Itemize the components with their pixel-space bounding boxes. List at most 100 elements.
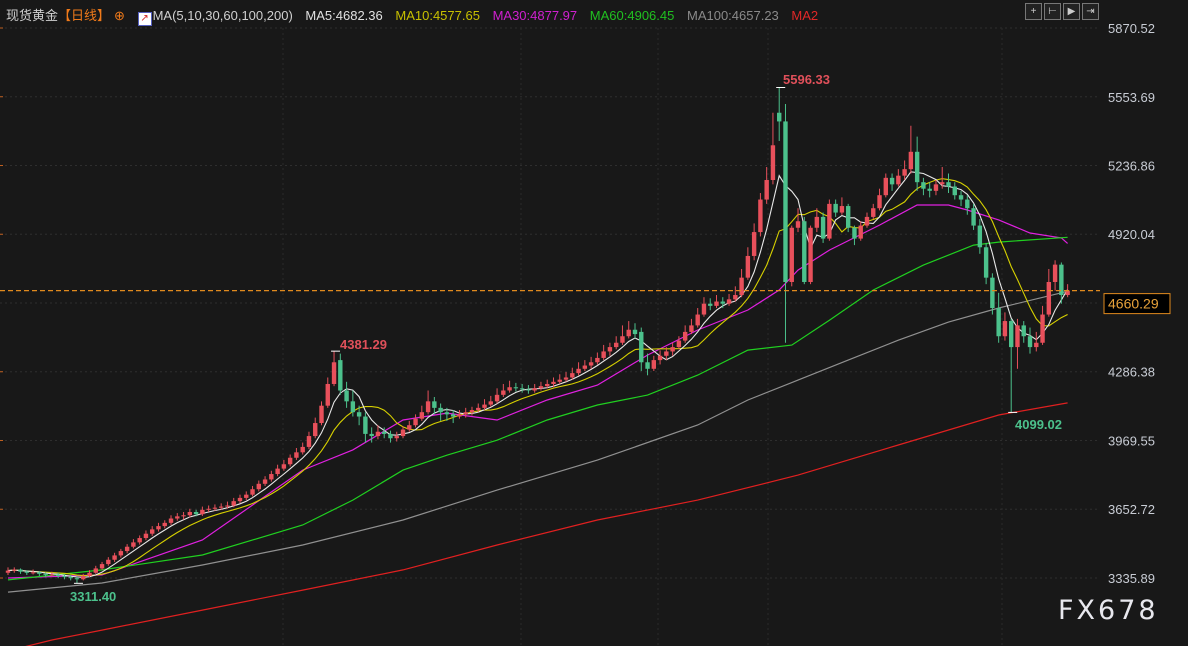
candle: [356, 405, 362, 426]
candle: [62, 573, 67, 580]
candle-body: [845, 206, 851, 228]
candle: [212, 504, 218, 511]
candle: [375, 425, 381, 440]
crosshair-icon[interactable]: +: [1025, 3, 1042, 20]
candle: [695, 308, 700, 328]
candle-body: [131, 542, 136, 547]
range-start-icon[interactable]: ⊢: [1044, 3, 1061, 20]
candle: [450, 410, 456, 424]
candle-body: [287, 457, 293, 465]
candle: [350, 390, 356, 417]
candle: [701, 297, 707, 317]
candle-body: [457, 414, 462, 417]
indicator-icon[interactable]: ↗: [137, 12, 152, 26]
candle: [81, 573, 86, 581]
y-tick-label: 3969.55: [1108, 433, 1155, 448]
ma100-value: MA100:4657.23: [686, 8, 779, 23]
candle: [325, 377, 330, 408]
candle: [432, 397, 437, 415]
candle: [751, 223, 757, 261]
candle: [438, 403, 443, 421]
exit-icon[interactable]: ⇥: [1082, 3, 1099, 20]
candle: [626, 321, 631, 339]
candle-body: [244, 494, 249, 498]
candle: [313, 417, 318, 439]
candle-body: [419, 412, 425, 419]
candle: [513, 382, 519, 392]
candle-body: [645, 362, 650, 369]
candle-body: [532, 388, 537, 391]
ma200-value: MA2: [791, 8, 819, 23]
candle-body: [971, 208, 976, 226]
candle-body: [1021, 325, 1026, 337]
candle-body: [764, 180, 769, 200]
candle: [651, 355, 657, 371]
ma60-line: [7, 236, 1068, 581]
high-annotation-2: 5596.33: [783, 72, 830, 87]
candle: [582, 360, 588, 371]
candle: [670, 342, 675, 356]
candle-body: [908, 151, 914, 170]
candle-body: [927, 188, 932, 191]
candle: [883, 173, 888, 198]
candle-body: [74, 578, 80, 580]
candle: [657, 350, 663, 365]
candle: [68, 574, 73, 581]
candle: [814, 208, 820, 233]
candle-body: [382, 431, 387, 434]
candle: [244, 491, 249, 501]
candle-body: [143, 533, 149, 539]
candle-body: [513, 387, 519, 389]
candle-body: [896, 175, 901, 185]
candle: [118, 548, 124, 558]
candle: [231, 497, 236, 508]
y-tick-label: 5236.86: [1108, 159, 1155, 174]
candle: [827, 199, 832, 241]
candle: [363, 412, 368, 443]
candle-body: [93, 568, 98, 573]
candle: [237, 494, 243, 504]
candle: [488, 395, 493, 407]
candle: [287, 454, 293, 467]
candle: [300, 442, 305, 455]
candle: [168, 515, 174, 526]
candle: [37, 571, 42, 577]
settings-icon[interactable]: ⊕: [114, 8, 125, 23]
candle: [933, 180, 939, 196]
candle: [5, 567, 11, 575]
grid: [0, 27, 1100, 646]
candle: [971, 203, 976, 230]
candle-body: [758, 199, 763, 233]
candle: [664, 347, 669, 361]
period-selector[interactable]: 【日线】: [58, 8, 111, 23]
candle: [193, 509, 199, 517]
candle-body: [833, 203, 838, 213]
candle: [256, 480, 261, 492]
candle-body: [570, 373, 575, 378]
candle: [795, 208, 801, 233]
candle: [620, 325, 625, 345]
candle-body: [476, 407, 481, 411]
candle-body: [206, 508, 211, 510]
candle: [413, 414, 418, 428]
candle-body: [827, 203, 832, 239]
candle-body: [43, 573, 48, 575]
candle-body: [1052, 264, 1058, 282]
candle-body: [1015, 325, 1020, 348]
candle-body: [802, 221, 807, 282]
candle-body: [582, 365, 588, 369]
candle: [407, 420, 412, 432]
candle: [457, 410, 462, 419]
candle: [871, 203, 876, 220]
candle-body: [664, 351, 669, 356]
candle-body: [820, 216, 826, 239]
play-icon[interactable]: ▶: [1063, 3, 1080, 20]
candle: [927, 182, 932, 198]
candle: [607, 342, 613, 356]
candle-body: [777, 112, 782, 122]
candle-body: [789, 227, 794, 282]
candle: [143, 530, 149, 541]
candle: [181, 512, 186, 520]
ma100-line: [7, 290, 1068, 593]
